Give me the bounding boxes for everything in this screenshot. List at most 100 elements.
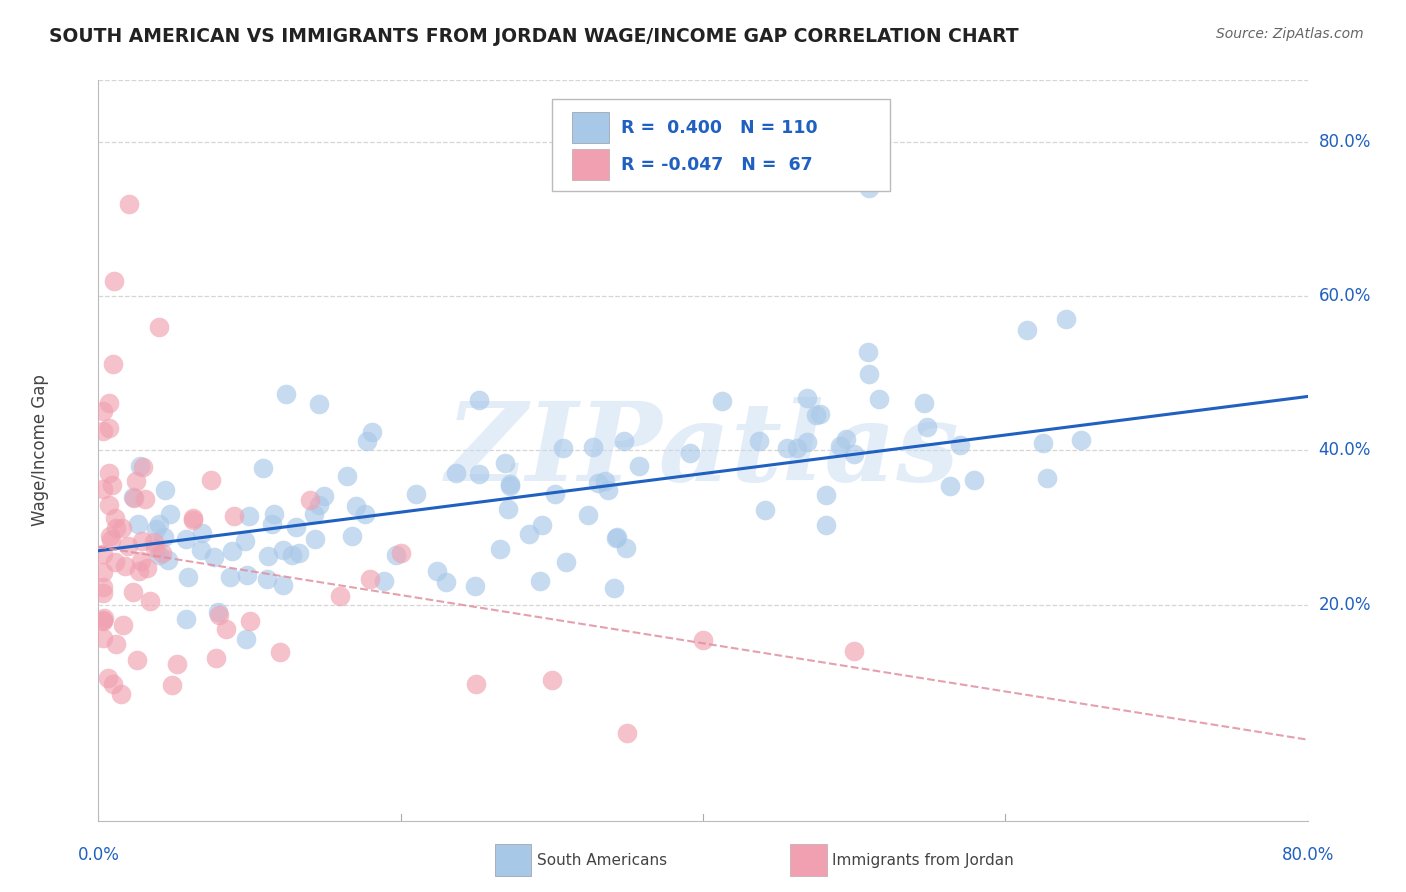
Point [263, 508, 285, 522]
Point [131, 533, 153, 548]
Point [271, 542, 294, 557]
Point [128, 564, 150, 578]
Point [208, 607, 231, 622]
Point [122, 491, 145, 505]
Point [939, 479, 962, 493]
Point [551, 441, 574, 455]
Point [544, 487, 567, 501]
Text: Immigrants from Jordan: Immigrants from Jordan [832, 854, 1014, 868]
Point [828, 439, 851, 453]
Point [586, 476, 609, 491]
Point [91, 425, 114, 439]
Point [271, 577, 294, 591]
Point [143, 535, 166, 549]
Point [174, 611, 197, 625]
Text: South Americans: South Americans [537, 854, 668, 868]
Point [91, 404, 114, 418]
Point [238, 508, 260, 523]
Point [181, 510, 204, 524]
Point [276, 386, 298, 401]
Point [91, 615, 114, 629]
Point [808, 407, 831, 421]
Point [143, 541, 166, 556]
Point [288, 546, 311, 560]
Point [132, 460, 155, 475]
Point [148, 320, 170, 334]
Point [444, 467, 467, 481]
Point [464, 579, 486, 593]
Point [148, 548, 170, 562]
Point [465, 677, 488, 691]
Point [468, 393, 491, 408]
Point [786, 441, 808, 455]
Point [489, 541, 512, 556]
Point [606, 530, 628, 544]
Point [98, 396, 121, 410]
Text: 40.0%: 40.0% [1319, 442, 1371, 459]
Point [190, 543, 212, 558]
Point [711, 393, 734, 408]
Point [131, 554, 153, 568]
Point [814, 488, 837, 502]
Point [385, 548, 408, 562]
Point [284, 520, 307, 534]
Point [236, 568, 259, 582]
Point [174, 533, 197, 547]
Point [281, 548, 304, 562]
Point [468, 467, 491, 481]
Point [340, 529, 363, 543]
Point [499, 479, 522, 493]
Point [181, 513, 204, 527]
Point [114, 559, 136, 574]
Point [122, 585, 145, 599]
Point [405, 487, 427, 501]
FancyBboxPatch shape [551, 99, 890, 191]
Text: Source: ZipAtlas.com: Source: ZipAtlas.com [1216, 27, 1364, 41]
Point [166, 657, 188, 672]
Point [496, 501, 519, 516]
Point [110, 687, 132, 701]
Point [159, 507, 181, 521]
Point [302, 507, 325, 521]
Point [627, 458, 650, 473]
Point [754, 503, 776, 517]
Point [221, 544, 243, 558]
Point [117, 539, 139, 553]
Point [426, 564, 449, 578]
Point [1032, 436, 1054, 450]
Point [312, 490, 335, 504]
Text: R = -0.047   N =  67: R = -0.047 N = 67 [621, 156, 813, 174]
Point [598, 483, 620, 497]
Point [91, 580, 114, 594]
Point [796, 391, 818, 405]
Point [1070, 433, 1092, 447]
Point [858, 181, 880, 195]
Point [200, 473, 222, 487]
Point [1054, 312, 1077, 326]
Point [868, 392, 890, 407]
Point [91, 585, 114, 599]
Point [150, 546, 173, 560]
Point [239, 614, 262, 628]
Point [373, 574, 395, 588]
Point [135, 561, 157, 575]
FancyBboxPatch shape [572, 149, 609, 180]
Point [605, 531, 627, 545]
Point [191, 525, 214, 540]
Point [844, 120, 866, 134]
Point [127, 516, 149, 531]
Point [156, 553, 179, 567]
Point [91, 631, 114, 645]
Text: 80.0%: 80.0% [1319, 133, 1371, 151]
Text: R =  0.400   N = 110: R = 0.400 N = 110 [621, 119, 817, 136]
Point [304, 532, 326, 546]
Point [252, 461, 274, 475]
Point [269, 645, 291, 659]
Point [207, 605, 229, 619]
Text: Wage/Income Gap: Wage/Income Gap [31, 375, 49, 526]
Point [692, 632, 714, 647]
Point [98, 466, 121, 480]
Point [616, 726, 638, 740]
Point [603, 582, 626, 596]
Point [308, 397, 330, 411]
